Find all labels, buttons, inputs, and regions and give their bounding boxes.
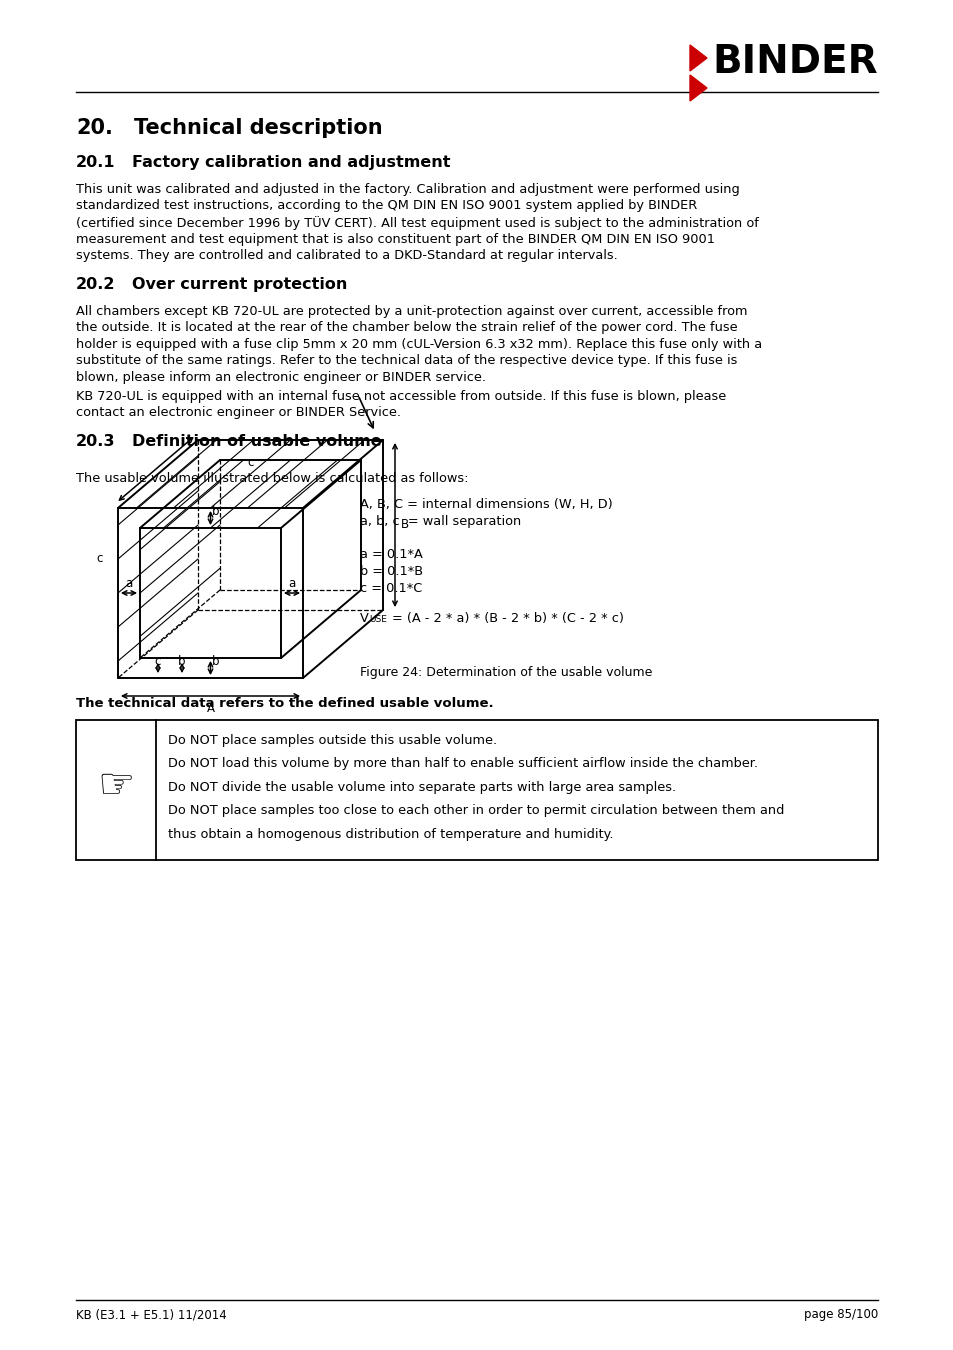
Text: a, b, c  = wall separation: a, b, c = wall separation bbox=[359, 514, 520, 528]
Text: thus obtain a homogenous distribution of temperature and humidity.: thus obtain a homogenous distribution of… bbox=[168, 828, 613, 841]
Text: Do NOT place samples outside this usable volume.: Do NOT place samples outside this usable… bbox=[168, 734, 497, 747]
Text: A, B, C = internal dimensions (W, H, D): A, B, C = internal dimensions (W, H, D) bbox=[359, 498, 612, 512]
Text: Over current protection: Over current protection bbox=[132, 277, 347, 292]
Text: c = 0.1*C: c = 0.1*C bbox=[359, 582, 422, 595]
Text: The usable volume illustrated below is calculated as follows:: The usable volume illustrated below is c… bbox=[76, 472, 468, 485]
Text: Do NOT divide the usable volume into separate parts with large area samples.: Do NOT divide the usable volume into sep… bbox=[168, 782, 676, 794]
Text: Figure 24: Determination of the usable volume: Figure 24: Determination of the usable v… bbox=[359, 666, 652, 679]
Text: 20.3: 20.3 bbox=[76, 433, 115, 450]
Text: (certified since December 1996 by TÜV CERT). All test equipment used is subject : (certified since December 1996 by TÜV CE… bbox=[76, 216, 758, 230]
Text: Factory calibration and adjustment: Factory calibration and adjustment bbox=[132, 155, 450, 170]
Text: blown, please inform an electronic engineer or BINDER service.: blown, please inform an electronic engin… bbox=[76, 371, 485, 383]
Text: b: b bbox=[212, 655, 219, 668]
Text: holder is equipped with a fuse clip 5mm x 20 mm (cUL-Version 6.3 x32 mm). Replac: holder is equipped with a fuse clip 5mm … bbox=[76, 338, 761, 351]
Text: contact an electronic engineer or BINDER Service.: contact an electronic engineer or BINDER… bbox=[76, 406, 400, 420]
Text: a: a bbox=[288, 576, 295, 590]
Text: systems. They are controlled and calibrated to a DKD-Standard at regular interva: systems. They are controlled and calibra… bbox=[76, 248, 618, 262]
Polygon shape bbox=[689, 76, 706, 101]
Text: 20.2: 20.2 bbox=[76, 277, 115, 292]
Text: The technical data refers to the defined usable volume.: The technical data refers to the defined… bbox=[76, 697, 493, 710]
Text: b: b bbox=[212, 505, 219, 518]
Text: a = 0.1*A: a = 0.1*A bbox=[359, 548, 422, 562]
Text: All chambers except KB 720-UL are protected by a unit-protection against over cu: All chambers except KB 720-UL are protec… bbox=[76, 305, 747, 319]
Text: A: A bbox=[206, 702, 214, 716]
Text: measurement and test equipment that is also constituent part of the BINDER QM DI: measurement and test equipment that is a… bbox=[76, 232, 714, 246]
Text: BINDER: BINDER bbox=[711, 43, 877, 81]
Text: USE: USE bbox=[369, 616, 387, 624]
Text: b = 0.1*B: b = 0.1*B bbox=[359, 566, 422, 578]
Text: b: b bbox=[178, 656, 186, 668]
Bar bbox=[76, 720, 877, 860]
Text: standardized test instructions, according to the QM DIN EN ISO 9001 system appli: standardized test instructions, accordin… bbox=[76, 200, 697, 212]
Text: ☞: ☞ bbox=[97, 764, 134, 806]
Text: c: c bbox=[247, 456, 253, 468]
Text: substitute of the same ratings. Refer to the technical data of the respective de: substitute of the same ratings. Refer to… bbox=[76, 355, 737, 367]
Text: Do NOT load this volume by more than half to enable sufficient airflow inside th: Do NOT load this volume by more than hal… bbox=[168, 757, 758, 771]
Text: V: V bbox=[359, 612, 369, 625]
Text: B: B bbox=[400, 518, 409, 532]
Text: This unit was calibrated and adjusted in the factory. Calibration and adjustment: This unit was calibrated and adjusted in… bbox=[76, 184, 739, 196]
Text: Do NOT place samples too close to each other in order to permit circulation betw: Do NOT place samples too close to each o… bbox=[168, 805, 783, 818]
Text: Definition of usable volume: Definition of usable volume bbox=[132, 433, 381, 450]
Polygon shape bbox=[689, 45, 706, 72]
Text: KB (E3.1 + E5.1) 11/2014: KB (E3.1 + E5.1) 11/2014 bbox=[76, 1308, 227, 1322]
Text: c: c bbox=[154, 656, 161, 668]
Text: 20.1: 20.1 bbox=[76, 155, 115, 170]
Text: 20.: 20. bbox=[76, 117, 112, 138]
Text: c: c bbox=[96, 552, 103, 566]
Text: the outside. It is located at the rear of the chamber below the strain relief of: the outside. It is located at the rear o… bbox=[76, 321, 737, 335]
Text: page 85/100: page 85/100 bbox=[803, 1308, 877, 1322]
Text: = (A - 2 * a) * (B - 2 * b) * (C - 2 * c): = (A - 2 * a) * (B - 2 * b) * (C - 2 * c… bbox=[392, 612, 623, 625]
Text: Technical description: Technical description bbox=[133, 117, 382, 138]
Text: a: a bbox=[125, 576, 132, 590]
Text: KB 720-UL is equipped with an internal fuse not accessible from outside. If this: KB 720-UL is equipped with an internal f… bbox=[76, 390, 725, 404]
